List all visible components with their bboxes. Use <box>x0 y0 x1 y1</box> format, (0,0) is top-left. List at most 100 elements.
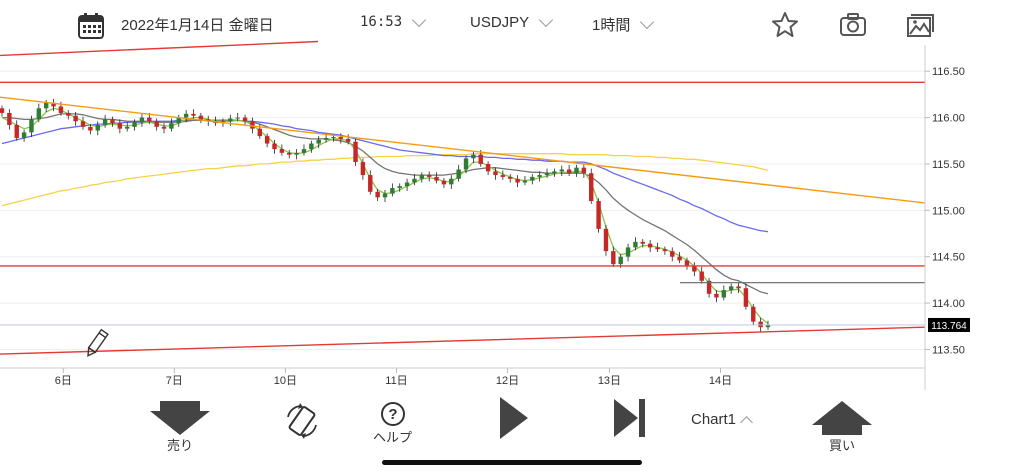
trend-line-top[interactable] <box>0 40 319 57</box>
candle <box>353 138 358 166</box>
svg-text:?: ? <box>388 406 397 423</box>
candle <box>434 172 439 184</box>
play-button[interactable] <box>498 397 530 439</box>
candle <box>456 164 461 182</box>
trend-line-bottom[interactable] <box>0 326 926 355</box>
candle <box>345 134 351 145</box>
candle <box>508 174 513 183</box>
play-icon <box>500 397 528 439</box>
candle <box>552 168 557 177</box>
candle <box>633 237 638 251</box>
y-axis: 116.50 116.00 115.50 115.00 114.50 114.00 113.… <box>924 45 965 390</box>
x-tick-label: 12日 <box>496 375 519 387</box>
candle <box>183 110 189 123</box>
chevron-up-icon <box>740 415 753 429</box>
top-bar: 2022年1月14日 金曜日 16:53 USDJPY 1時間 <box>0 0 1024 48</box>
candle <box>235 112 240 122</box>
candle <box>102 114 108 128</box>
date-text: 2022年1月14日 金曜日 <box>121 17 274 34</box>
candle <box>390 183 395 197</box>
candle <box>662 246 668 255</box>
candle <box>500 170 506 180</box>
candle <box>360 158 366 180</box>
candle <box>596 198 601 233</box>
ma-long-line <box>1 119 769 233</box>
buy-button[interactable]: 買い <box>812 401 872 454</box>
candle <box>647 240 653 253</box>
time-selector[interactable]: 16:53 <box>360 12 427 30</box>
candle <box>264 133 270 148</box>
price-tag: 113.764 <box>928 317 970 332</box>
candle <box>139 113 145 127</box>
rotate-screen-button[interactable] <box>284 403 320 439</box>
help-button[interactable]: ? ヘルプ <box>373 401 412 446</box>
camera-icon[interactable] <box>838 10 868 40</box>
chart-selector[interactable]: Chart1 <box>691 411 753 429</box>
current-price-label: 113.764 <box>931 321 967 332</box>
candle <box>272 139 277 154</box>
candle <box>522 176 528 186</box>
candle <box>485 161 491 176</box>
chart-selector-label: Chart1 <box>691 411 737 428</box>
skip-end-icon <box>614 399 645 437</box>
candle <box>73 112 78 126</box>
trend-line-orange[interactable] <box>0 96 926 204</box>
help-label: ヘルプ <box>373 430 413 445</box>
candle <box>338 133 344 144</box>
symbol-selector[interactable]: USDJPY <box>470 12 554 31</box>
candle <box>692 262 697 277</box>
x-tick-label: 7日 <box>166 375 183 387</box>
x-tick-label: 14日 <box>709 375 732 387</box>
candle <box>544 168 550 178</box>
candle <box>382 189 388 202</box>
candle <box>449 175 454 189</box>
sell-button[interactable]: 売り <box>150 401 210 454</box>
chevron-down-icon <box>539 12 554 28</box>
y-tick-label: 116.50 <box>932 66 965 78</box>
candle <box>559 165 564 176</box>
pencil-icon[interactable] <box>85 328 109 358</box>
candle <box>743 283 749 310</box>
x-tick-label: 13日 <box>598 375 621 387</box>
candle <box>751 304 756 326</box>
price-chart[interactable]: 116.50 116.00 115.50 115.00 114.50 114.00 113.… <box>0 40 1024 395</box>
y-tick-label: 114.50 <box>932 252 965 264</box>
candle <box>589 168 594 204</box>
candle <box>198 112 204 124</box>
image-gallery-icon[interactable] <box>905 10 935 40</box>
candlestick-series <box>0 99 771 332</box>
x-tick-label: 10日 <box>274 375 297 387</box>
candle <box>625 243 631 262</box>
star-icon[interactable] <box>770 10 800 40</box>
candle <box>404 178 410 191</box>
symbol-text: USDJPY <box>470 14 530 31</box>
candle <box>441 177 447 189</box>
candle <box>51 99 56 112</box>
candle <box>574 164 579 177</box>
candle <box>117 119 123 134</box>
candle <box>29 115 34 138</box>
candle <box>316 136 321 149</box>
skip-forward-button[interactable] <box>612 399 648 437</box>
candle <box>0 105 5 117</box>
candle <box>242 114 248 125</box>
candle <box>95 121 100 136</box>
candle <box>279 144 285 156</box>
candle <box>154 118 159 131</box>
trend-lines <box>0 40 926 355</box>
candle <box>581 163 587 178</box>
ma-longest-line <box>1 153 769 207</box>
y-tick-label: 114.00 <box>932 298 965 310</box>
buy-label: 買い <box>828 438 855 453</box>
candle <box>375 188 380 202</box>
y-tick-label: 116.00 <box>932 113 965 125</box>
candle <box>80 116 86 130</box>
candle <box>14 120 19 141</box>
arrow-up-icon <box>812 401 872 435</box>
timeframe-selector[interactable]: 1時間 <box>592 14 655 35</box>
candle <box>412 174 417 186</box>
question-icon: ? <box>380 402 405 426</box>
chevron-down-icon <box>640 14 655 30</box>
calendar-icon[interactable] <box>77 12 105 40</box>
date-label[interactable]: 2022年1月14日 金曜日 <box>121 14 274 35</box>
